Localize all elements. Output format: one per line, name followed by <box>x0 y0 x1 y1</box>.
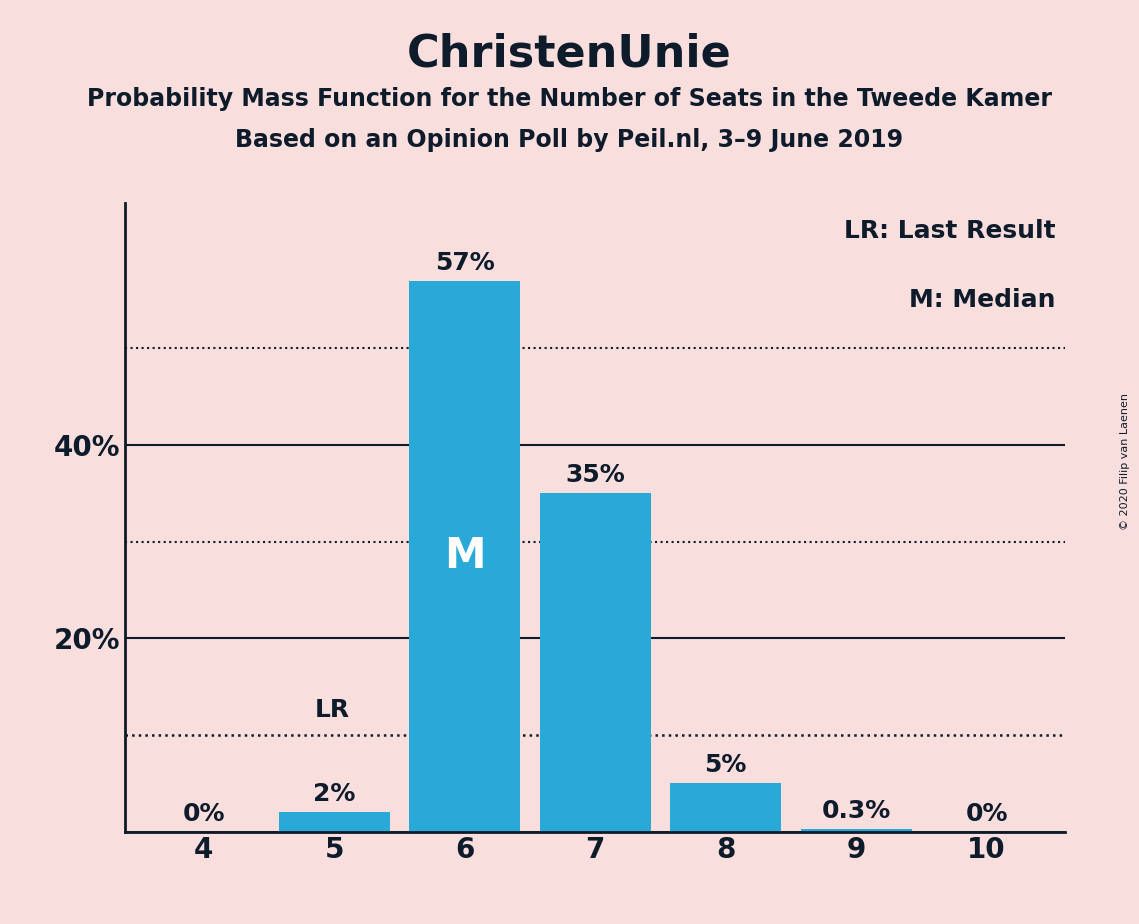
Text: © 2020 Filip van Laenen: © 2020 Filip van Laenen <box>1120 394 1130 530</box>
Bar <box>279 812 390 832</box>
Text: 2%: 2% <box>313 783 355 807</box>
Text: 57%: 57% <box>435 250 494 274</box>
Bar <box>409 281 521 832</box>
Text: 35%: 35% <box>565 464 625 488</box>
Text: 0%: 0% <box>966 802 1008 826</box>
Text: M: M <box>444 535 485 578</box>
Text: Based on an Opinion Poll by Peil.nl, 3–9 June 2019: Based on an Opinion Poll by Peil.nl, 3–9… <box>236 128 903 152</box>
Text: ChristenUnie: ChristenUnie <box>407 32 732 76</box>
Text: Probability Mass Function for the Number of Seats in the Tweede Kamer: Probability Mass Function for the Number… <box>87 87 1052 111</box>
Text: 5%: 5% <box>704 753 747 777</box>
Text: LR: LR <box>314 699 350 723</box>
Text: 0%: 0% <box>182 802 224 826</box>
Bar <box>540 493 650 832</box>
Text: LR: Last Result: LR: Last Result <box>844 219 1056 243</box>
Text: M: Median: M: Median <box>909 288 1056 312</box>
Bar <box>670 784 781 832</box>
Text: 0.3%: 0.3% <box>821 799 891 823</box>
Bar <box>801 829 911 832</box>
